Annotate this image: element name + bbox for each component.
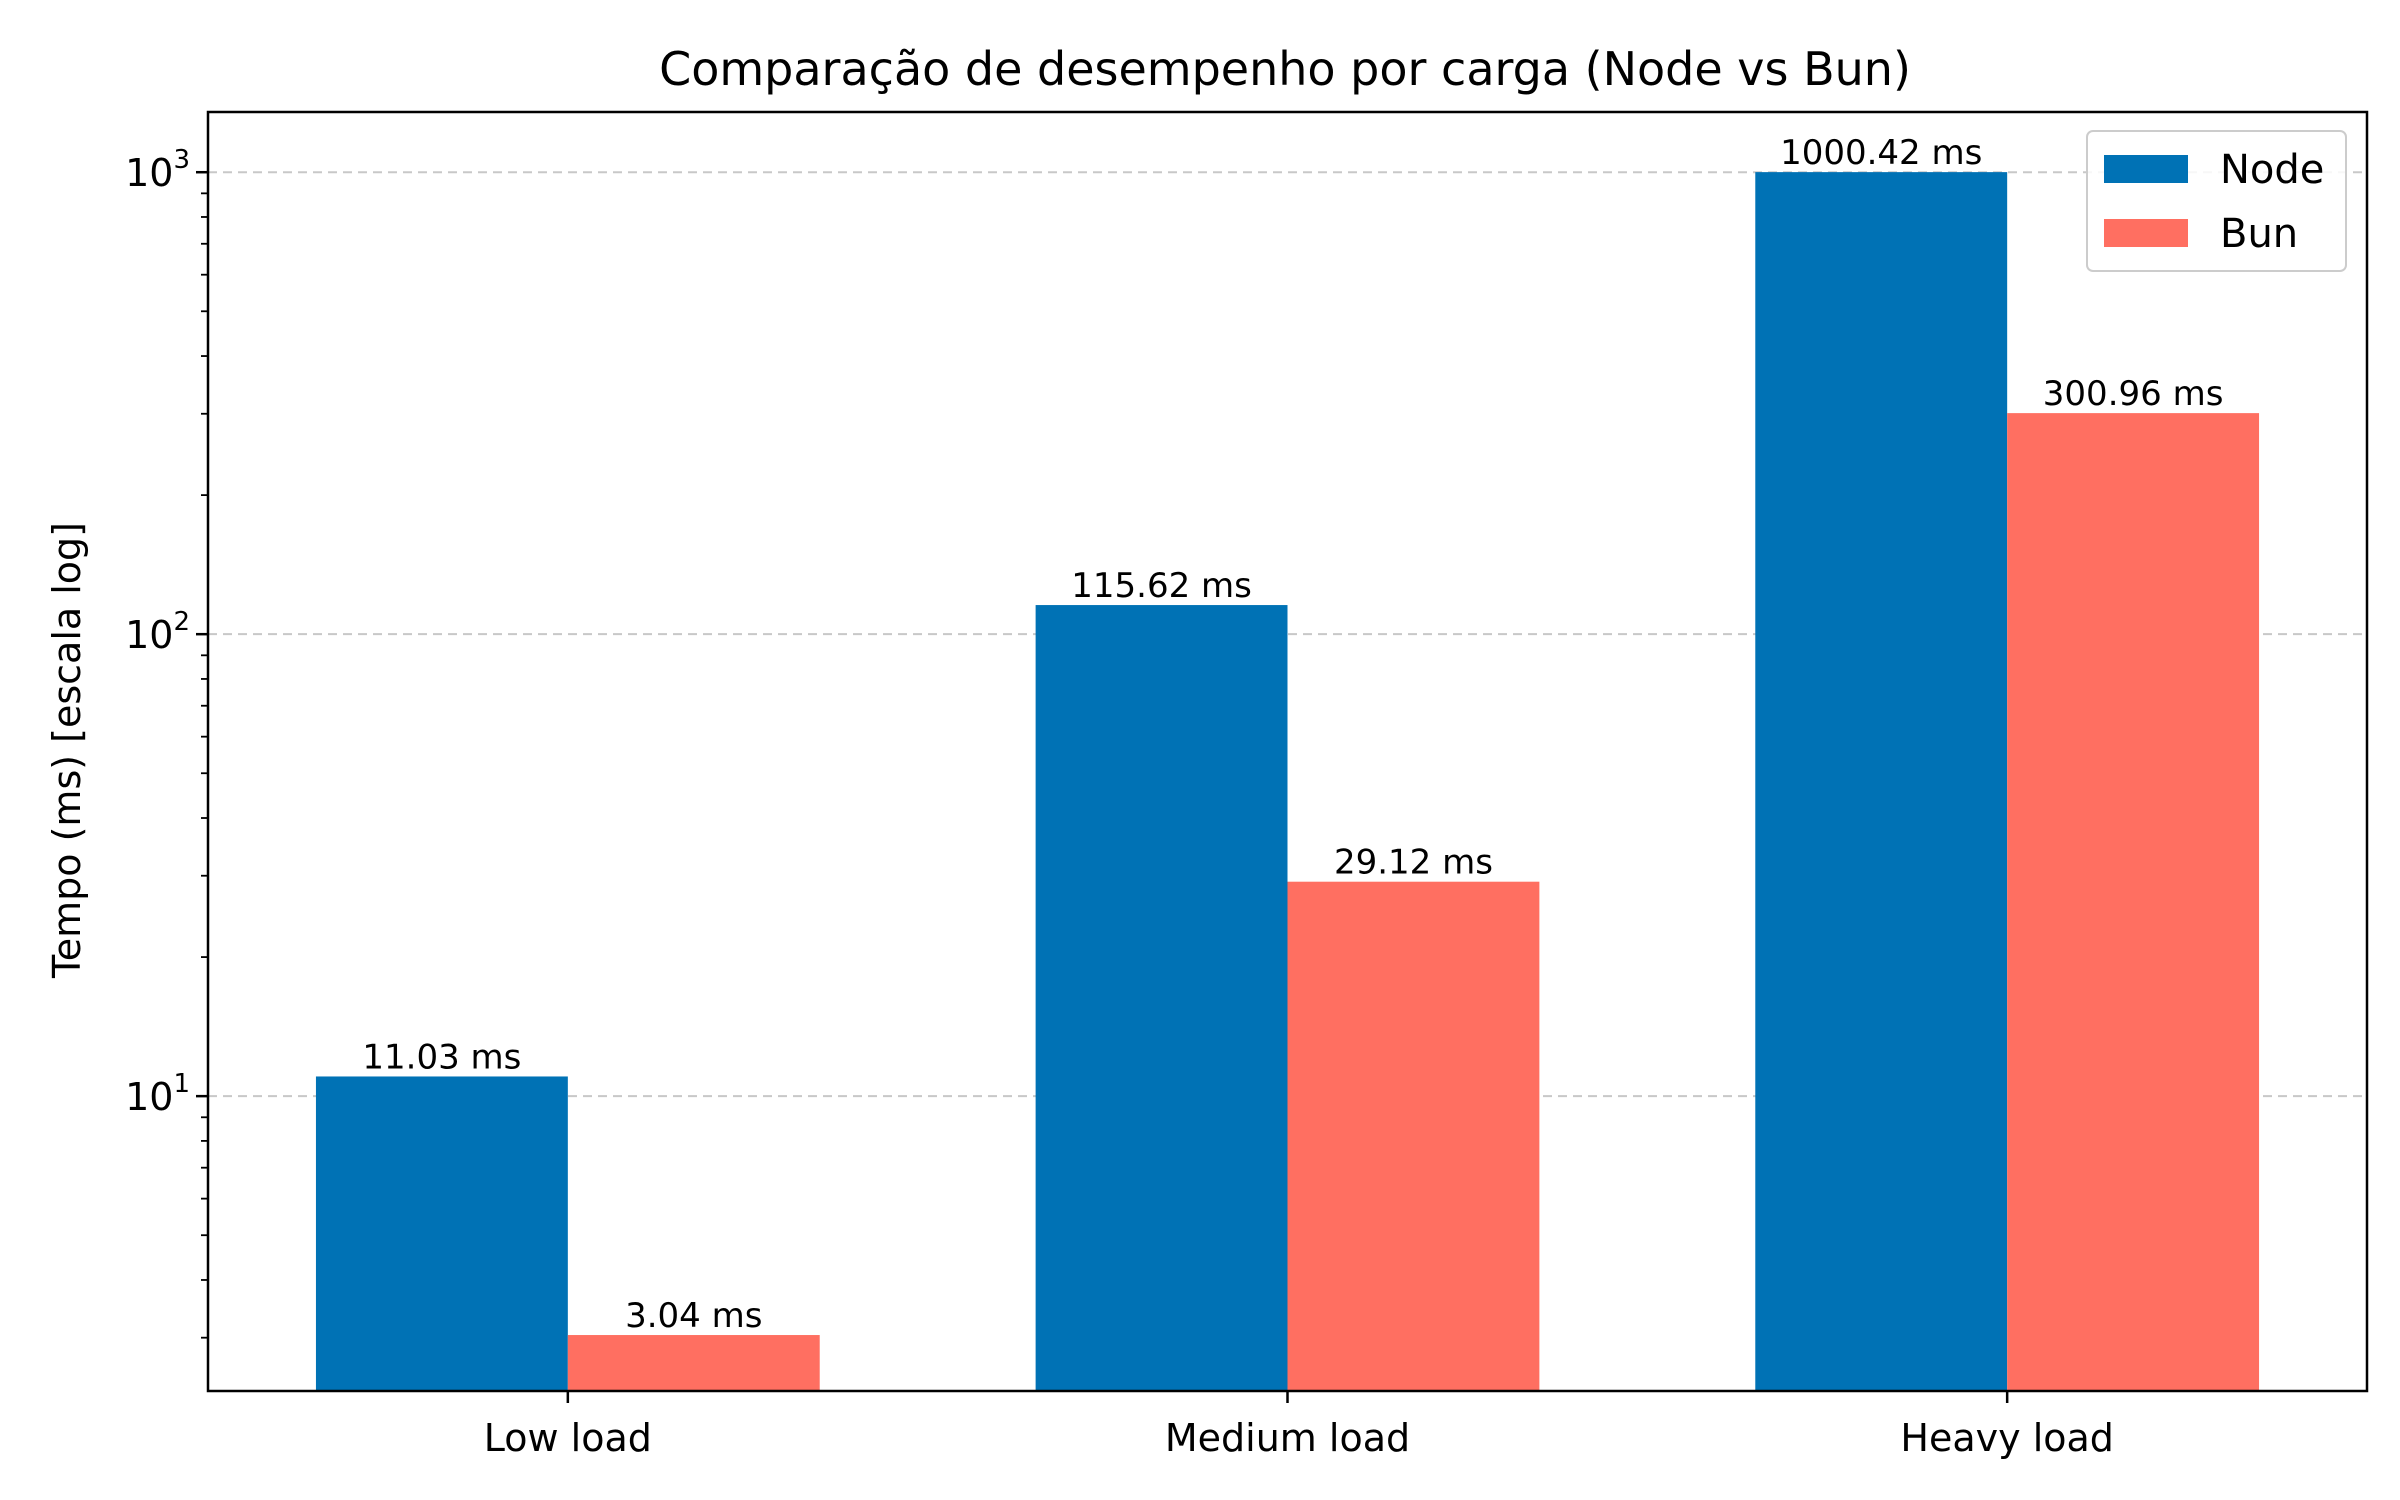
legend: Node Bun [2086, 130, 2347, 272]
data-label-node-1: 115.62 ms [1071, 566, 1252, 606]
bar-node-0 [315, 1076, 568, 1391]
y-tick-label-0: 101 [125, 1069, 190, 1119]
chart-title: Comparação de desempenho por carga (Node… [659, 42, 1911, 96]
legend-label-bun: Bun [2220, 211, 2298, 257]
y-tick-label-1: 102 [125, 607, 190, 657]
bar-node-2 [1755, 172, 2008, 1391]
legend-swatch-bun [2104, 219, 2188, 247]
bars [315, 172, 2260, 1391]
x-tick-label-2: Heavy load [1900, 1416, 2114, 1460]
data-label-bun-1: 29.12 ms [1334, 843, 1493, 883]
x-axis-ticks: Low load Medium load Heavy load [484, 1391, 2114, 1460]
bar-bun-0 [567, 1335, 820, 1391]
legend-label-node: Node [2220, 147, 2324, 193]
data-labels: 11.03 ms 3.04 ms 115.62 ms 29.12 ms 1000.42 … [362, 133, 2223, 1336]
y-axis-label: Tempo (ms) [escala log] [45, 522, 89, 979]
y-tick-label-2: 103 [125, 145, 190, 195]
x-tick-label-0: Low load [484, 1416, 652, 1460]
legend-swatch-node [2104, 155, 2188, 183]
data-label-bun-2: 300.96 ms [2043, 374, 2224, 414]
data-label-node-2: 1000.42 ms [1780, 133, 1982, 173]
data-label-node-0: 11.03 ms [362, 1037, 521, 1077]
y-axis-ticks: 101 102 103 [125, 145, 208, 1339]
data-label-bun-0: 3.04 ms [625, 1296, 762, 1336]
bar-node-1 [1035, 605, 1288, 1391]
bar-bun-1 [1287, 881, 1540, 1391]
bar-bun-2 [2007, 413, 2260, 1391]
x-tick-label-1: Medium load [1165, 1416, 1410, 1460]
